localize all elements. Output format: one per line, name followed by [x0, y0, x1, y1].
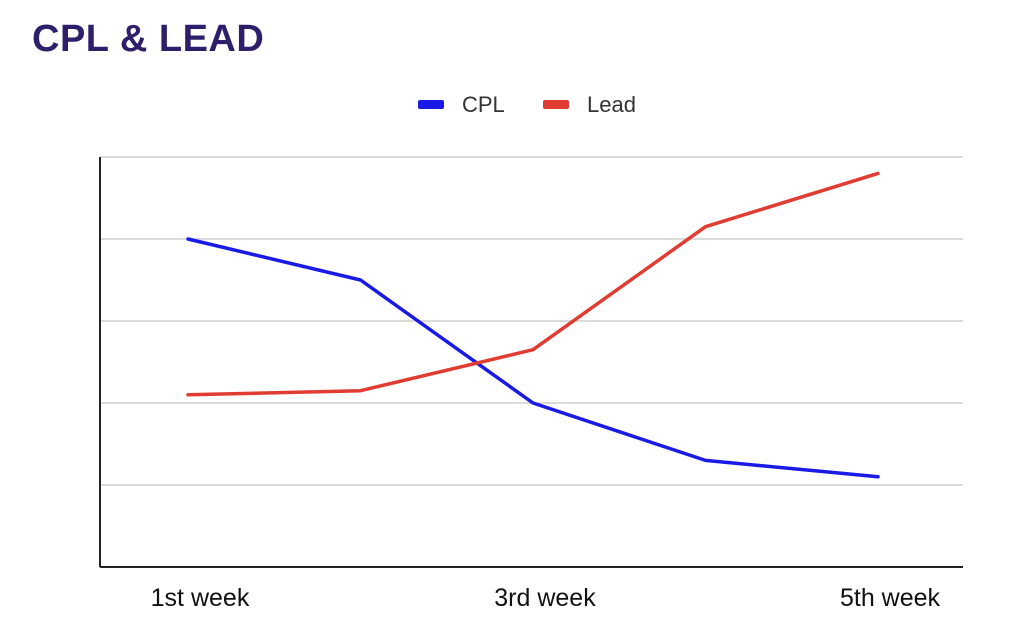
series-group [186, 171, 880, 479]
gridlines [100, 156, 963, 486]
legend-label-lead: Lead [587, 92, 636, 117]
legend-swatch-cpl [418, 100, 444, 109]
legend-label-cpl: CPL [462, 92, 505, 117]
x-tick-label: 5th week [840, 584, 941, 612]
x-tick-labels: 1st week 3rd week 5th week [151, 584, 941, 612]
series-line-cpl [186, 237, 880, 479]
legend: CPL Lead [418, 92, 636, 117]
x-tick-label: 3rd week [494, 584, 596, 612]
x-tick-label: 1st week [151, 584, 250, 612]
legend-swatch-lead [543, 100, 569, 109]
series-line-lead [186, 171, 880, 397]
chart-title: CPL & LEAD [32, 18, 265, 60]
